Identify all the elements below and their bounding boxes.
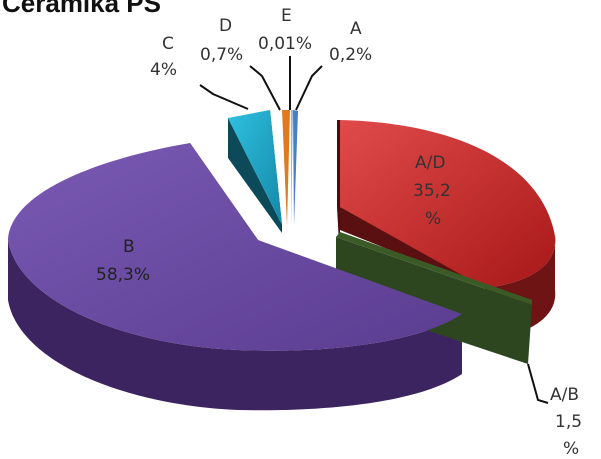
label-b: B 58,3% xyxy=(96,237,150,285)
slice-c xyxy=(228,110,282,225)
label-a-value: 0,2% xyxy=(329,45,372,65)
slice-d xyxy=(282,110,290,226)
leader-line-c xyxy=(199,84,249,110)
label-c-value: 4% xyxy=(150,60,177,80)
slice-ad xyxy=(340,120,556,288)
label-ab-name: A/B xyxy=(550,385,579,405)
leader-line-d xyxy=(249,65,281,111)
label-a: A 0,2% xyxy=(329,19,372,65)
slice-e xyxy=(291,110,293,226)
label-b-value: 58,3% xyxy=(96,265,150,285)
label-ab-unit: % xyxy=(563,439,579,459)
slice-cut-ad xyxy=(337,120,340,262)
slice-ab xyxy=(336,232,532,305)
label-d: D 0,7% xyxy=(200,16,243,65)
label-c: C 4% xyxy=(150,34,177,80)
label-e: E 0,01% xyxy=(258,6,312,54)
label-ab-value: 1,5 xyxy=(555,412,582,432)
slice-side-c xyxy=(228,118,282,233)
label-d-value: 0,7% xyxy=(200,45,243,65)
label-ad-value: 35,2 xyxy=(413,181,451,201)
label-e-value: 0,01% xyxy=(258,34,312,54)
label-b-name: B xyxy=(123,237,135,257)
slice-a xyxy=(293,110,298,226)
leader-line-a xyxy=(295,65,323,111)
slice-b xyxy=(8,143,462,351)
label-e-name: E xyxy=(281,6,292,26)
slice-side-b xyxy=(8,240,462,411)
chart-title: Ceramika PS xyxy=(2,0,161,18)
label-c-name: C xyxy=(162,34,174,54)
label-d-name: D xyxy=(219,16,232,36)
label-a-name: A xyxy=(350,19,362,39)
slice-side-ab xyxy=(336,237,532,364)
label-ab: A/B 1,5 % xyxy=(550,385,582,459)
label-ad-unit: % xyxy=(425,209,441,229)
leader-line-ab xyxy=(527,363,549,404)
label-ad: A/D 35,2 % xyxy=(413,153,451,229)
label-ad-name: A/D xyxy=(415,153,445,173)
